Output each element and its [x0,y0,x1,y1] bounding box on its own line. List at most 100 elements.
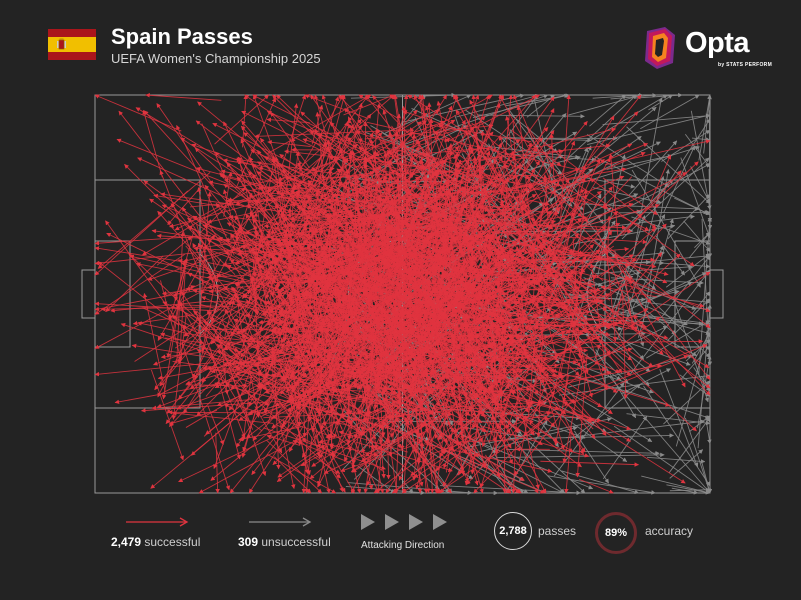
successful-pass-arrow [516,363,662,390]
unsuccessful-pass-arrow [411,108,461,132]
unsuccessful-pass-arrow [626,126,711,204]
successful-pass-arrow [401,436,485,494]
unsuccessful-pass-arrow [574,430,609,484]
unsuccessful-pass-arrow [496,452,665,459]
unsuccessful-pass-arrow [691,291,711,315]
unsuccessful-pass-arrow [643,385,711,487]
unsuccessful-legend-arrow-icon [249,517,312,527]
unsuccessful-pass-arrow [641,475,711,495]
unsuccessful-pass-arrow [616,245,664,341]
successful-pass-arrow [510,428,547,494]
page-title: Spain Passes [111,24,253,49]
unsuccessful-pass-arrow [589,94,627,127]
successful-passes [94,93,711,494]
unsuccessful-pass-arrow [705,415,712,445]
successful-pass-arrow [504,355,603,408]
unsuccessful-pass-arrow [613,215,646,318]
passes-value: 2,788 [499,525,527,537]
successful-pass-arrow [150,369,184,461]
unsuccessful-pass-arrow [563,147,589,204]
unsuccessful-pass-arrow [547,475,656,495]
unsuccessful-pass-arrow [685,339,711,362]
successful-pass-arrow [490,176,609,210]
successful-pass-arrow [576,172,688,229]
successful-pass-arrow [624,271,711,331]
unsuccessful-pass-arrow [636,285,711,358]
unsuccessful-pass-arrow [507,107,539,149]
unsuccessful-pass-arrow [471,426,578,455]
unsuccessful-pass-arrow [565,419,705,439]
accuracy-value: 89% [604,527,628,539]
successful-pass-arrow [143,180,246,256]
unsuccessful-pass-arrow [613,425,711,494]
opta-logo: Opta by STATS PERFORM [639,25,779,71]
successful-pass-arrow [297,94,395,177]
unsuccessful-pass-arrow [659,369,699,468]
unsuccessful-pass-arrow [648,94,673,111]
unsuccessful-pass-arrow [641,169,670,328]
successful-pass-arrow [150,407,249,489]
successful-pass-arrow [116,138,234,187]
successful-pass-arrow [214,375,270,406]
successful-label: successful [144,535,201,549]
successful-pass-arrow [114,377,253,405]
unsuccessful-pass-arrow [612,214,695,227]
successful-pass-arrow [266,439,323,494]
successful-pass-arrow [579,478,614,494]
unsuccessful-pass-arrow [568,93,643,116]
successful-pass-arrow [214,94,269,145]
successful-pass-arrow [94,94,182,132]
unsuccessful-pass-arrow [621,368,671,395]
unsuccessful-pass-arrow [561,470,640,495]
accuracy-label: accuracy [645,524,694,538]
unsuccessful-pass-arrow [680,157,711,239]
successful-pass-arrow [368,400,398,417]
passes-badge: 2,788 [494,512,532,550]
unsuccessful-pass-arrow [669,449,704,479]
unsuccessful-pass-arrow [507,433,674,440]
successful-pass-arrow [106,232,239,298]
successful-pass-arrow [491,461,521,494]
unsuccessful-pass-arrow [669,487,711,493]
successful-pass-arrow [635,317,711,396]
unsuccessful-pass-arrow [684,133,711,168]
unsuccessful-pass-arrow [688,231,711,259]
unsuccessful-pass-arrow [531,311,578,349]
unsuccessful-pass-arrow [671,487,699,495]
unsuccessful-pass-arrow [632,163,711,206]
left-goal [81,269,96,319]
successful-pass-arrow [171,315,289,381]
spain-flag [48,29,96,60]
passes-label: passes [538,524,577,538]
successful-pass-arrow [602,176,633,208]
unsuccessful-pass-arrow [697,304,712,449]
unsuccessful-label: unsuccessful [261,535,331,549]
successful-pass-arrow [504,341,588,364]
unsuccessful-pass-arrow [646,456,706,464]
successful-pass-arrow [120,322,251,368]
successful-pass-arrow [650,154,672,202]
successful-pass-arrow [156,103,215,187]
unsuccessful-pass-arrow [680,345,711,380]
successful-pass-arrow [391,435,476,494]
unsuccessful-pass-arrow [505,93,571,107]
unsuccessful-pass-arrow [684,417,711,494]
successful-pass-arrow [571,410,686,484]
unsuccessful-pass-arrow [513,113,567,177]
successful-pass-arrow [272,94,331,153]
unsuccessful-pass-arrow [456,93,540,118]
unsuccessful-pass-arrow [666,484,711,495]
unsuccessful-pass-arrow [587,113,711,146]
successful-pass-arrow [161,204,269,251]
unsuccessful-pass-arrow [690,110,712,210]
unsuccessful-pass-arrow [590,94,668,141]
opta-logo-mark-icon [645,27,675,69]
unsuccessful-legend: 309 unsuccessful [238,535,331,549]
unsuccessful-pass-arrow [701,462,712,494]
successful-pass-arrow [540,460,640,467]
successful-legend-arrow-icon [126,517,189,527]
accuracy-badge: 89% [595,512,637,554]
unsuccessful-pass-arrow [629,269,711,375]
unsuccessful-pass-arrow [698,216,712,375]
successful-pass-arrow [292,439,354,465]
